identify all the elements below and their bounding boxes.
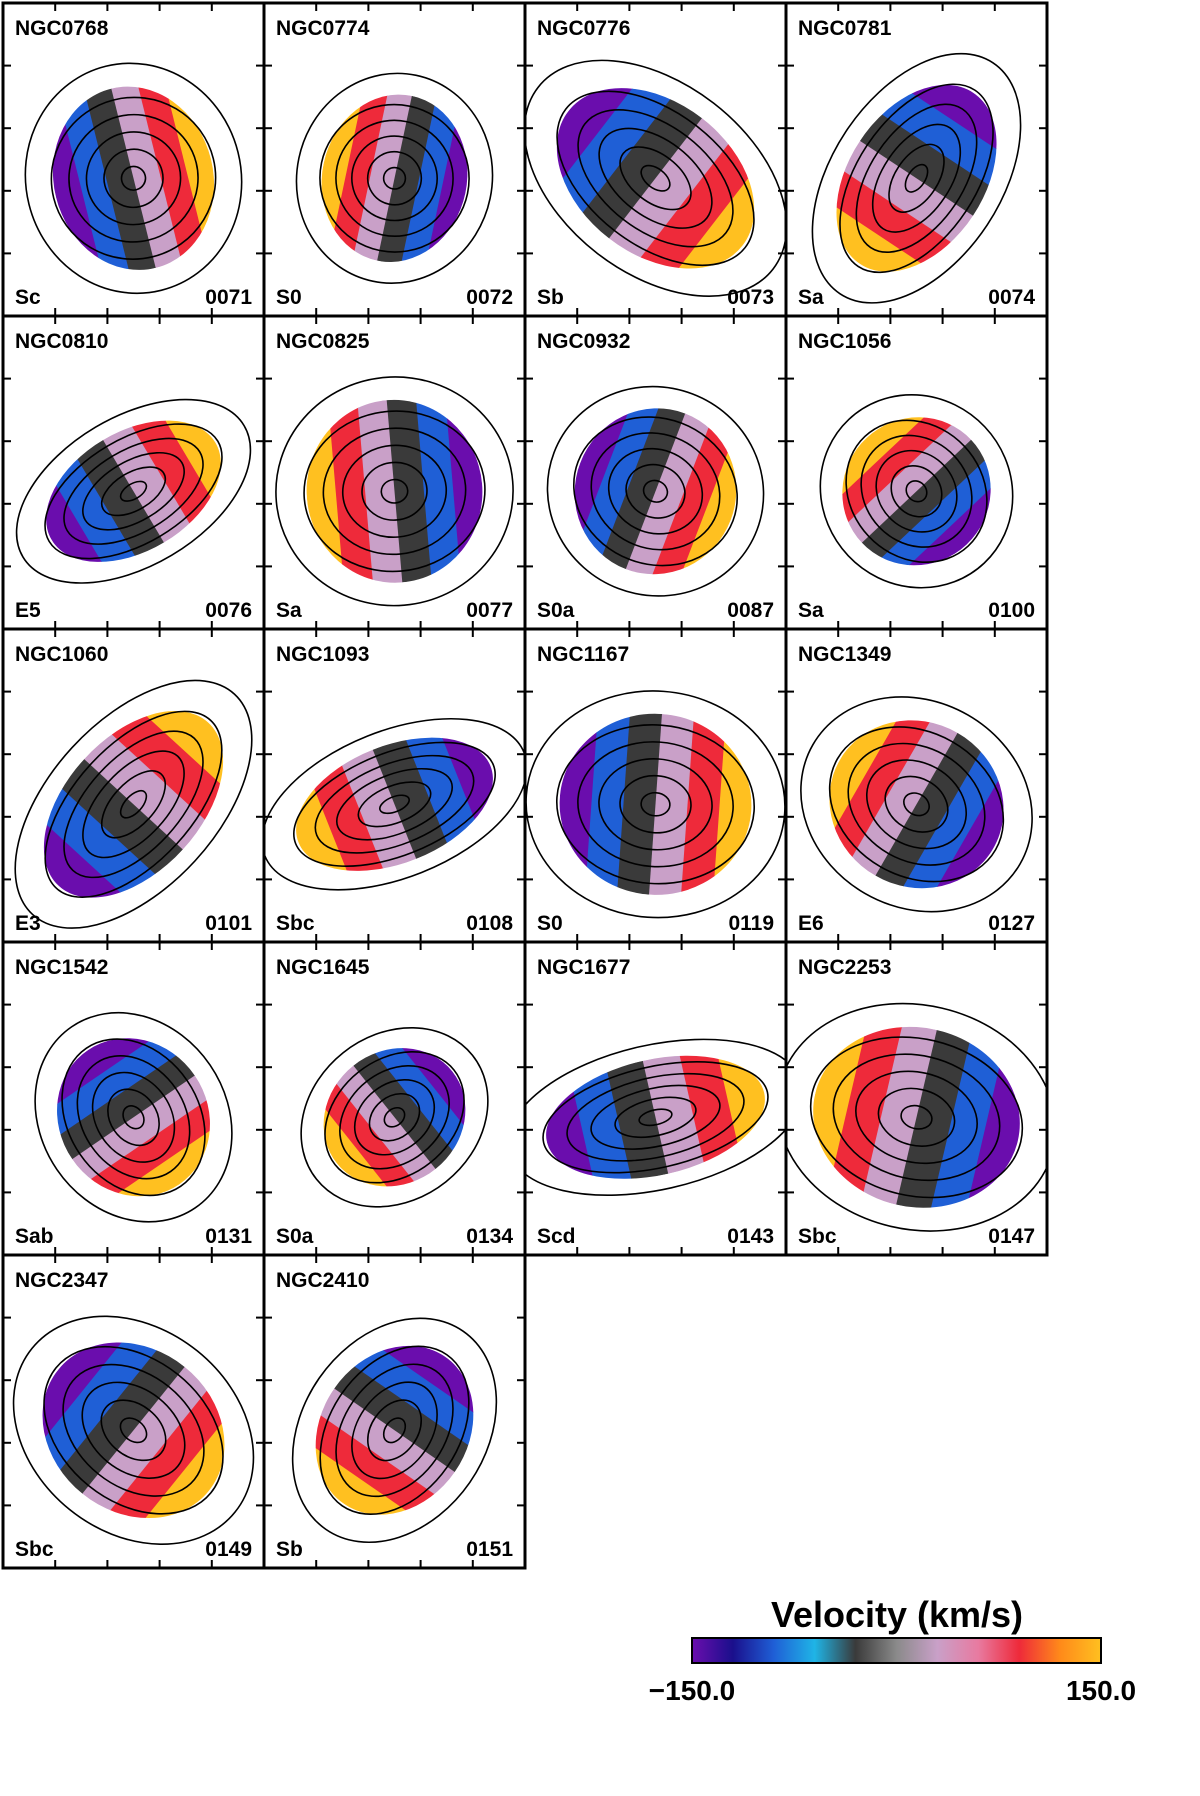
galaxy-id: 0087 (727, 599, 774, 622)
colorbar-title: Velocity (km/s) (771, 1594, 1023, 1635)
galaxy-name: NGC0768 (15, 17, 109, 40)
galaxy-morphology: S0 (537, 912, 563, 935)
galaxy-id: 0134 (466, 1225, 513, 1248)
galaxy-id: 0100 (988, 599, 1035, 622)
galaxy-morphology: Scd (537, 1225, 576, 1248)
galaxy-name: NGC1167 (537, 643, 629, 666)
galaxy-morphology: Sbc (276, 912, 315, 935)
galaxy-id: 0119 (728, 912, 774, 935)
panel-ngc0774: NGC0774 S0 0072 (262, 1, 527, 318)
galaxy-id: 0108 (466, 912, 513, 935)
panel-ngc2253: NGC2253 Sbc 0147 (784, 940, 1049, 1257)
galaxy-id: 0101 (205, 912, 252, 935)
velocity-field (525, 50, 786, 306)
galaxy-id: 0074 (988, 286, 1035, 309)
galaxy-name: NGC0774 (276, 17, 370, 40)
galaxy-morphology: Sab (15, 1225, 54, 1248)
galaxy-id: 0147 (988, 1225, 1035, 1248)
galaxy-morphology: Sb (537, 286, 564, 309)
panel-ngc0776: NGC0776 Sb 0073 (523, 1, 788, 318)
galaxy-morphology: Sa (798, 286, 824, 309)
velocity-field (26, 1008, 241, 1227)
panel-ngc1093: NGC1093 Sbc 0108 (262, 627, 527, 944)
galaxy-id: 0149 (205, 1538, 252, 1561)
galaxy-name: NGC1349 (798, 643, 891, 666)
galaxy-morphology: Sa (276, 599, 302, 622)
galaxy-name: NGC1060 (15, 643, 108, 666)
galaxy-id: 0077 (466, 599, 513, 622)
colorbar-gradient (691, 1637, 1102, 1664)
panel-ngc2347: NGC2347 Sbc 0149 (1, 1253, 266, 1570)
galaxy-morphology: S0a (276, 1225, 314, 1248)
galaxy-name: NGC0781 (798, 17, 892, 40)
panel-ngc1167: NGC1167 S0 0119 (523, 627, 788, 944)
panel-ngc1060: NGC1060 E3 0101 (1, 627, 266, 944)
colorbar-min-label: −150.0 (649, 1675, 735, 1706)
galaxy-id: 0073 (727, 286, 774, 309)
galaxy-id: 0076 (205, 599, 252, 622)
galaxy-morphology: E5 (15, 599, 41, 622)
galaxy-id: 0072 (466, 286, 513, 309)
galaxy-name: NGC1677 (537, 956, 630, 979)
galaxy-morphology: E6 (798, 912, 824, 935)
velocity-field (546, 384, 765, 598)
panel-ngc0932: NGC0932 S0a 0087 (523, 314, 788, 631)
panel-ngc2410: NGC2410 Sb 0151 (262, 1253, 527, 1570)
panel-frame (784, 940, 1049, 1257)
galaxy-morphology: S0a (537, 599, 575, 622)
galaxy-name: NGC1093 (276, 643, 369, 666)
velocity-field (295, 72, 494, 284)
galaxy-name: NGC1542 (15, 956, 108, 979)
velocity-field (283, 1315, 506, 1546)
velocity-field (811, 386, 1022, 596)
galaxy-id: 0131 (205, 1225, 252, 1248)
galaxy-morphology: S0 (276, 286, 302, 309)
galaxy-morphology: Sc (15, 286, 41, 309)
panel-ngc0825: NGC0825 Sa 0077 (262, 314, 527, 631)
panel-ngc1349: NGC1349 E6 0127 (784, 627, 1049, 944)
velocity-field (798, 688, 1035, 920)
galaxy-morphology: Sa (798, 599, 824, 622)
galaxy-morphology: Sb (276, 1538, 303, 1561)
galaxy-name: NGC0825 (276, 330, 370, 353)
galaxy-id: 0127 (988, 912, 1035, 935)
panel-ngc0810: NGC0810 E5 0076 (1, 314, 266, 631)
galaxy-name: NGC0810 (15, 330, 108, 353)
galaxy-id: 0151 (466, 1538, 513, 1561)
panel-ngc1542: NGC1542 Sab 0131 (1, 940, 266, 1257)
galaxy-name: NGC1645 (276, 956, 370, 979)
velocity-field (295, 1019, 494, 1215)
velocity-colorbar: Velocity (km/s) −150.0 150.0 (649, 1594, 1136, 1706)
velocity-field (15, 391, 252, 592)
galaxy-morphology: E3 (15, 912, 41, 935)
panel-frame (262, 1253, 527, 1570)
galaxy-morphology: Sbc (15, 1538, 54, 1561)
panel-ngc0781: NGC0781 Sa 0074 (784, 1, 1049, 318)
velocity-field (264, 711, 525, 898)
galaxy-id: 0143 (727, 1225, 774, 1248)
velocity-field (786, 1002, 1047, 1232)
velocity-field (275, 376, 514, 607)
galaxy-name: NGC2410 (276, 1269, 369, 1292)
galaxy-name: NGC1056 (798, 330, 891, 353)
velocity-field (525, 690, 786, 919)
galaxy-name: NGC2253 (798, 956, 891, 979)
panel-ngc0768: NGC0768 Sc 0071 (1, 1, 266, 318)
velocity-field (24, 62, 243, 295)
colorbar-max-label: 150.0 (1066, 1675, 1136, 1706)
velocity-field (525, 1036, 786, 1199)
panel-ngc1645: NGC1645 S0a 0134 (262, 940, 527, 1257)
galaxy-id: 0071 (205, 286, 252, 309)
galaxy-name: NGC0776 (537, 17, 630, 40)
galaxy-name: NGC0932 (537, 330, 630, 353)
galaxy-morphology: Sbc (798, 1225, 837, 1248)
panel-ngc1677: NGC1677 Scd 0143 (523, 940, 788, 1257)
panel-ngc1056: NGC1056 Sa 0100 (784, 314, 1049, 631)
galaxy-name: NGC2347 (15, 1269, 108, 1292)
